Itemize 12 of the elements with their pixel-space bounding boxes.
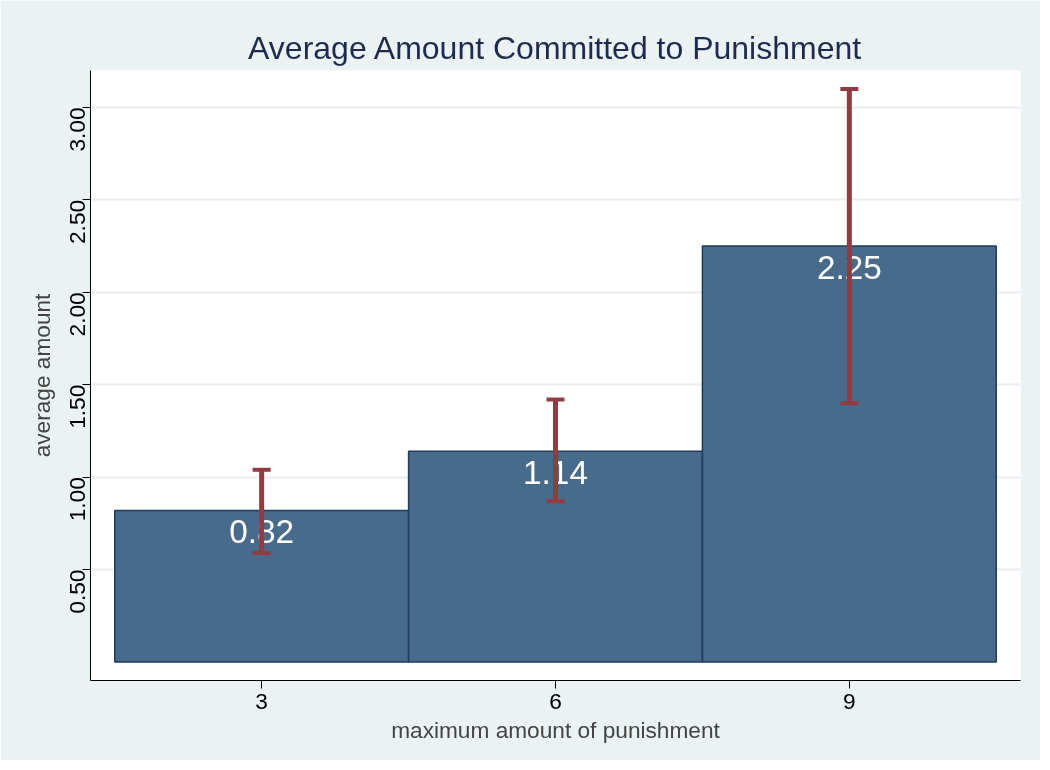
x-axis-title: maximum amount of punishment [391, 716, 721, 743]
y-tick-label: 1.00 [64, 477, 90, 522]
x-tick-label: 3 [255, 687, 268, 714]
y-axis-title: average amount [28, 292, 55, 458]
chart-title: Average Amount Committed to Punishment [248, 29, 862, 66]
x-tick-label: 6 [549, 687, 562, 714]
y-tick-label: 0.50 [64, 569, 90, 614]
y-tick-label: 3.00 [64, 107, 90, 152]
y-tick-label: 2.00 [64, 292, 90, 337]
y-tick-label: 2.50 [64, 199, 90, 244]
x-tick-label: 9 [843, 687, 856, 714]
y-tick-label: 1.50 [64, 384, 90, 429]
